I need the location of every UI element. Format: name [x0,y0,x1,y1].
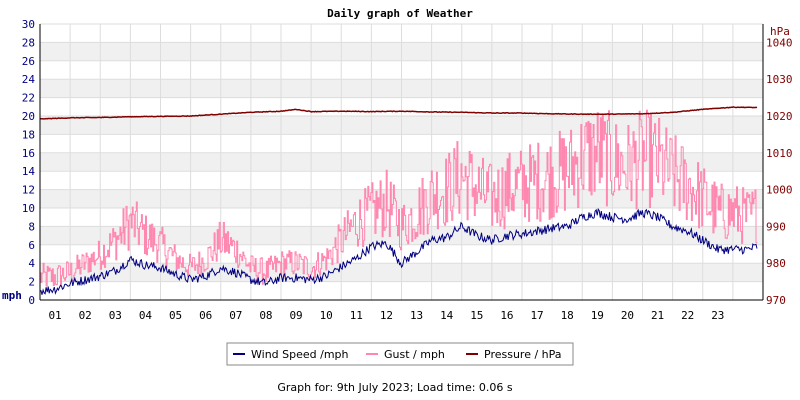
plot-axes [39,24,764,301]
right-tick-label: 1010 [766,147,793,160]
x-tick-label: 06 [199,309,212,322]
gust-line [40,109,758,287]
left-tick-label: 24 [22,73,36,86]
x-tick-label: 10 [320,309,333,322]
wind-speed-line [39,207,758,295]
right-tick-label: 1030 [766,73,793,86]
right-tick-label: 980 [766,257,786,270]
x-tick-label: 02 [79,309,92,322]
left-tick-label: 20 [22,110,35,123]
chart-title: Daily graph of Weather [327,7,473,20]
x-tick-label: 09 [289,309,302,322]
x-tick-label: 18 [561,309,574,322]
x-tick-label: 03 [109,309,122,322]
x-tick-label: 15 [470,309,483,322]
x-tick-label: 21 [651,309,664,322]
right-axis-unit: hPa [770,25,790,38]
x-tick-label: 07 [229,309,242,322]
x-tick-label: 16 [500,309,513,322]
right-tick-label: 1040 [766,36,793,49]
left-tick-label: 26 [22,55,35,68]
right-axis-ticks: 970 980 990 1000 1010 1020 1030 1040 [766,36,793,307]
left-tick-label: 16 [22,147,35,160]
legend-gust-label: Gust / mph [384,348,445,361]
left-tick-label: 18 [22,128,35,141]
right-tick-label: 1000 [766,184,793,197]
right-tick-label: 1020 [766,110,793,123]
x-tick-label: 17 [530,309,543,322]
x-tick-label: 13 [410,309,423,322]
x-tick-label: 04 [139,309,153,322]
legend-wind-label: Wind Speed /mph [251,348,349,361]
right-tick-label: 990 [766,220,786,233]
gust-series [40,109,758,287]
x-tick-label: 14 [440,309,454,322]
x-tick-label: 12 [380,309,393,322]
graph-footer: Graph for: 9th July 2023; Load time: 0.0… [277,381,513,394]
left-tick-label: 12 [22,184,35,197]
left-tick-label: 4 [28,257,35,270]
right-tick-label: 970 [766,294,786,307]
x-tick-label: 22 [681,309,694,322]
left-axis-unit: mph [2,289,22,302]
left-tick-label: 2 [28,276,35,289]
x-tick-label: 01 [48,309,61,322]
left-tick-label: 30 [22,18,35,31]
left-tick-label: 14 [22,165,36,178]
legend: Wind Speed /mph Gust / mph Pressure / hP… [226,342,574,366]
x-tick-label: 05 [169,309,182,322]
left-tick-label: 0 [28,294,35,307]
left-tick-label: 8 [28,220,35,233]
left-tick-label: 28 [22,36,35,49]
legend-pressure-label: Pressure / hPa [484,348,562,361]
legend-box [226,342,574,366]
left-tick-label: 6 [28,239,35,252]
x-tick-label: 23 [711,309,724,322]
left-tick-label: 22 [22,92,35,105]
x-tick-label: 08 [259,309,272,322]
x-axis-ticks: 01 02 03 04 05 06 07 08 09 10 11 12 13 14 15 16 17 18 19 20… [48,309,724,322]
x-tick-label: 20 [621,309,634,322]
x-tick-label: 11 [350,309,363,322]
left-tick-label: 10 [22,202,35,215]
pressure-series [40,106,758,120]
wind-speed-series [39,207,758,295]
pressure-line [40,106,758,120]
x-tick-label: 19 [591,309,604,322]
